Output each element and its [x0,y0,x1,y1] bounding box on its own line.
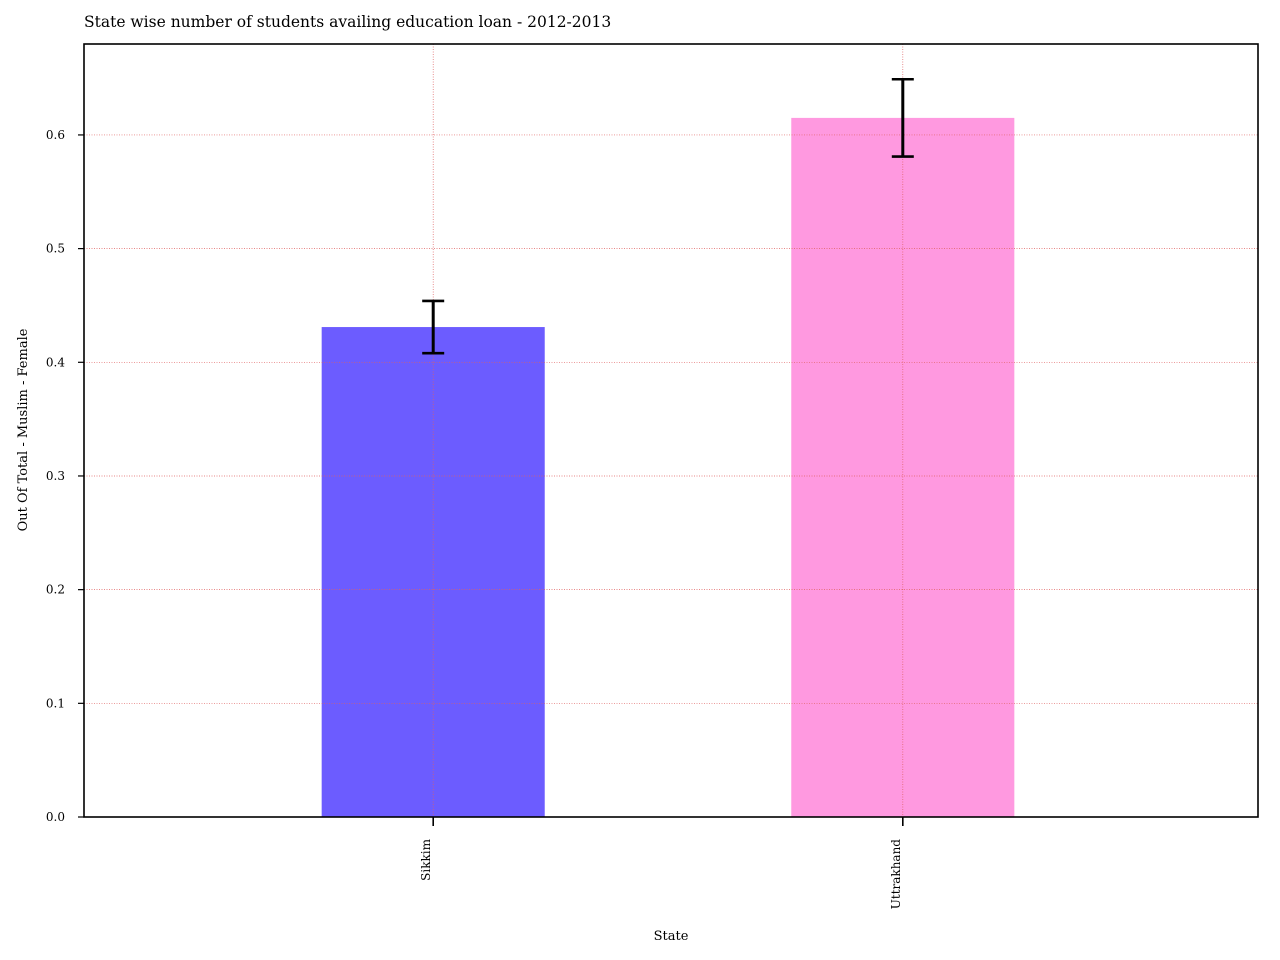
y-tick-label: 0.2 [46,583,65,597]
y-tick-label: 0.5 [46,242,65,256]
error-bars [422,77,914,355]
y-axis-label: Out Of Total - Muslim - Female [16,328,31,531]
y-axis-ticks: 0.0 0.1 0.2 0.3 0.4 0.5 0.6 [46,128,84,824]
x-tick-label: Uttrakhand [889,839,903,910]
y-tick-label: 0.6 [46,128,65,142]
y-tick-label: 0.4 [46,355,65,369]
x-tick-label: Sikkim [419,838,433,880]
y-tick-label: 0.3 [46,469,65,483]
gridlines [84,44,1258,817]
error-bar-uttrakhand [891,77,914,158]
chart-title: State wise number of students availing e… [84,13,611,31]
error-bar-sikkim [422,299,445,355]
x-axis-ticks: Sikkim Uttrakhand [419,817,904,910]
y-tick-label: 0.0 [46,810,65,824]
y-tick-label: 0.1 [46,696,65,710]
x-axis-label: State [654,929,689,944]
plot-frame [83,43,1259,818]
